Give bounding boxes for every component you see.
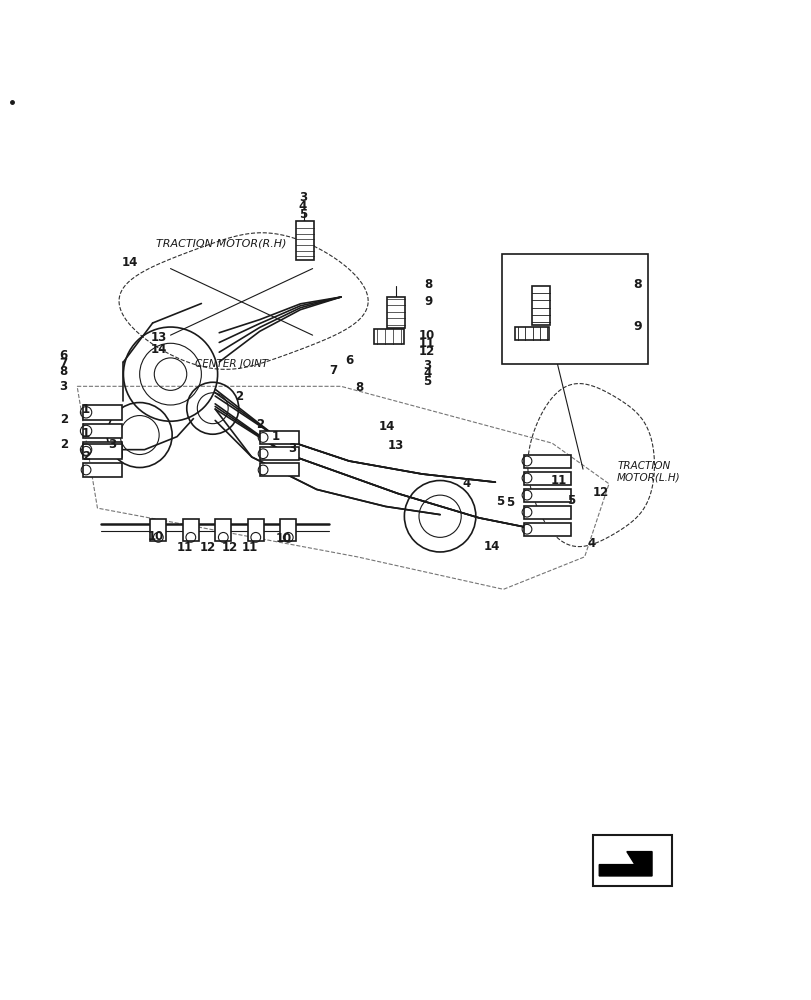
Bar xyxy=(83,405,122,420)
Bar xyxy=(523,455,570,468)
Bar xyxy=(523,506,570,519)
Text: 6: 6 xyxy=(59,349,67,362)
Text: 5: 5 xyxy=(566,493,574,506)
Text: 6: 6 xyxy=(345,354,353,367)
Polygon shape xyxy=(599,852,651,876)
Text: 12: 12 xyxy=(418,345,435,358)
Text: 8: 8 xyxy=(424,278,432,291)
Bar xyxy=(280,519,296,541)
Bar xyxy=(260,463,298,476)
Bar xyxy=(296,221,314,260)
Text: 11: 11 xyxy=(550,474,566,487)
Text: TRACTION MOTOR(R.H): TRACTION MOTOR(R.H) xyxy=(156,239,286,249)
Bar xyxy=(247,519,264,541)
Text: 13: 13 xyxy=(151,331,167,344)
Bar xyxy=(215,519,231,541)
Text: 2: 2 xyxy=(60,438,68,451)
Bar xyxy=(83,444,122,459)
Text: 3: 3 xyxy=(298,191,307,204)
Text: 3: 3 xyxy=(423,359,431,372)
Text: 12: 12 xyxy=(200,541,216,554)
Bar xyxy=(387,297,405,328)
Text: 5: 5 xyxy=(496,495,504,508)
Text: 1: 1 xyxy=(82,427,90,440)
Bar xyxy=(523,523,570,536)
Text: 14: 14 xyxy=(378,420,394,433)
Text: 9: 9 xyxy=(424,295,432,308)
Bar xyxy=(373,329,404,344)
Bar xyxy=(523,472,570,485)
Text: 8: 8 xyxy=(59,365,67,378)
Bar xyxy=(260,447,298,460)
Bar xyxy=(83,463,122,477)
Text: 1: 1 xyxy=(272,430,280,443)
Text: 4: 4 xyxy=(586,537,594,550)
Text: 5: 5 xyxy=(505,496,513,509)
Bar xyxy=(83,442,122,457)
Text: 10: 10 xyxy=(276,532,292,545)
Bar xyxy=(514,327,548,340)
Bar xyxy=(501,254,647,364)
Text: 14: 14 xyxy=(151,343,167,356)
Bar xyxy=(150,519,166,541)
Text: 12: 12 xyxy=(221,541,238,554)
Text: 9: 9 xyxy=(633,320,642,333)
Text: 14: 14 xyxy=(483,540,500,553)
Text: 4: 4 xyxy=(462,477,470,490)
Text: 3: 3 xyxy=(288,442,296,455)
Text: 5: 5 xyxy=(423,375,431,388)
Text: CENTER JOINT: CENTER JOINT xyxy=(195,359,268,369)
Text: 4: 4 xyxy=(298,200,307,213)
Text: 8: 8 xyxy=(633,278,642,291)
Text: 11: 11 xyxy=(242,541,258,554)
Text: 1: 1 xyxy=(82,403,90,416)
Text: 2: 2 xyxy=(255,418,264,431)
Text: 7: 7 xyxy=(59,357,67,370)
Bar xyxy=(83,424,122,438)
Text: 12: 12 xyxy=(592,486,608,499)
Text: 10: 10 xyxy=(418,329,435,342)
Text: 2: 2 xyxy=(60,413,68,426)
Text: 14: 14 xyxy=(122,256,138,269)
Bar xyxy=(523,489,570,502)
Bar xyxy=(260,431,298,444)
Text: 7: 7 xyxy=(328,364,337,377)
Text: 13: 13 xyxy=(388,439,404,452)
Text: 11: 11 xyxy=(418,337,435,350)
Bar xyxy=(531,286,549,325)
Text: 2: 2 xyxy=(235,390,243,403)
Text: 8: 8 xyxy=(354,381,363,394)
Text: 3: 3 xyxy=(59,380,67,393)
Text: 2: 2 xyxy=(82,450,90,463)
Text: 10: 10 xyxy=(148,530,164,543)
Bar xyxy=(182,519,199,541)
Text: 3: 3 xyxy=(108,438,116,451)
Text: 4: 4 xyxy=(423,367,431,380)
Bar xyxy=(592,835,672,886)
Text: 5: 5 xyxy=(298,208,307,221)
Text: TRACTION
MOTOR(L.H): TRACTION MOTOR(L.H) xyxy=(616,461,680,482)
Text: 11: 11 xyxy=(177,541,193,554)
